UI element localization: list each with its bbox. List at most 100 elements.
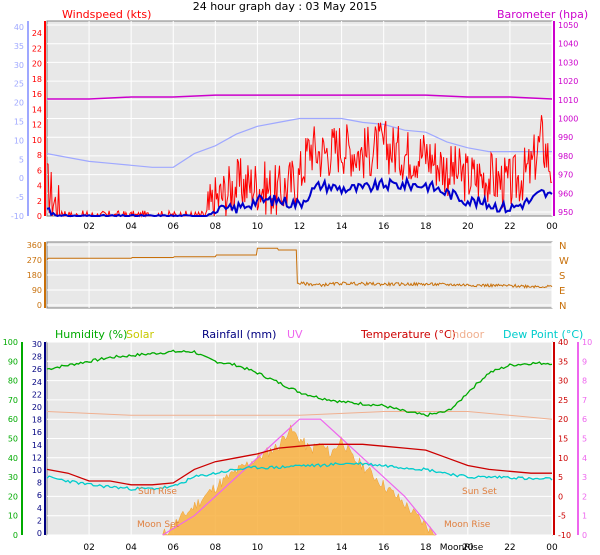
compass-label: E [559, 286, 565, 297]
x-tick-label: 08 [210, 222, 222, 232]
temp-humidity-panel: Humidity (%) Solar Rainfall (mm) UV Temp… [3, 328, 592, 553]
rain-tick: 0 [37, 529, 42, 538]
x-tick-label: 06 [168, 543, 180, 553]
indoor-label: Indoor [449, 328, 485, 341]
uv-line [162, 418, 437, 536]
wind-inner-tick: 4 [37, 182, 42, 191]
rain-tick: 12 [32, 453, 42, 462]
rain-tick: 6 [37, 491, 42, 500]
temp-tick: 30 [558, 377, 568, 386]
uv-label: UV [287, 328, 303, 341]
wind-inner-tick: 10 [32, 136, 42, 145]
chart-title: 24 hour graph day : 03 May 2015 [193, 0, 378, 13]
wind-inner-tick: 24 [32, 29, 42, 38]
uv-tick: 6 [582, 415, 587, 424]
windspeed-line [46, 115, 553, 218]
solar-label: Solar [126, 328, 155, 341]
humidity-tick: 90 [8, 357, 18, 366]
x-tick-label: 02 [83, 543, 94, 553]
baro-tick: 950 [558, 208, 573, 217]
humidity-tick: 60 [8, 415, 18, 424]
moon-rise-annotation: Moon Rise [444, 520, 491, 530]
x-tick-label: 20 [462, 222, 474, 232]
temp-tick: 15 [558, 435, 568, 444]
indoor-line [46, 411, 553, 420]
humidity-tick: 10 [8, 512, 18, 521]
wind-outer-tick: 15 [14, 118, 24, 127]
temperature-label: Temperature (°C) [360, 328, 456, 341]
wind-inner-tick: 14 [32, 105, 42, 114]
compass-label: W [559, 256, 569, 267]
rain-tick: 4 [37, 504, 42, 513]
baro-tick: 1000 [558, 115, 578, 124]
baro-tick: 980 [558, 152, 573, 161]
humidity-tick: 50 [8, 435, 18, 444]
wind-outer-tick: 0 [19, 174, 24, 183]
x-tick-label: 12 [294, 543, 305, 553]
x-tick-label: 04 [125, 543, 137, 553]
wind-baro-panel: Windspeed (kts) Barometer (hpa) 02 04 06 08… [11, 8, 588, 232]
x-tick-label: 20 [462, 543, 474, 553]
rain-tick: 26 [32, 365, 42, 374]
uv-tick: 5 [582, 435, 587, 444]
wind-inner-tick: 22 [32, 44, 42, 53]
windspeed-axis-title: Windspeed (kts) [62, 8, 151, 21]
wind-direction-grid [47, 242, 553, 308]
rain-tick: 14 [32, 441, 42, 450]
rain-tick: 2 [37, 516, 42, 525]
x-tick-label: 04 [125, 222, 137, 232]
humidity-tick: 20 [8, 492, 18, 501]
wind-inner-tick: 0 [37, 212, 42, 221]
humidity-tick: 100 [3, 338, 18, 347]
rain-tick: 20 [32, 403, 42, 412]
wind-baro-ticks: 02 04 06 08 10 12 14 16 18 20 22 004035302520151050… [11, 21, 578, 232]
moonrise-axis-label: MoonRise [440, 543, 484, 553]
wdir-tick: 180 [27, 271, 42, 280]
baro-tick: 1030 [558, 58, 578, 67]
wind-inner-tick: 20 [32, 60, 42, 69]
wind-baro-series [46, 94, 553, 218]
compass-label: N [559, 301, 566, 312]
temp-tick: 10 [558, 454, 568, 463]
wind-outer-tick: 30 [14, 61, 24, 70]
wind-inner-tick: 18 [32, 75, 42, 84]
x-tick-label: 22 [504, 543, 515, 553]
uv-tick: 9 [582, 357, 587, 366]
wind-inner-tick: 8 [37, 151, 42, 160]
baro-tick: 1050 [558, 21, 578, 30]
uv-tick: 2 [582, 492, 587, 501]
temp-tick: 5 [558, 473, 563, 482]
rain-tick: 10 [32, 466, 42, 475]
dewpoint-label: Dew Point (°C) [503, 328, 583, 341]
wind-outer-tick: 40 [14, 23, 24, 32]
temp-tick: -10 [558, 531, 571, 540]
wind-inner-tick: 12 [32, 121, 42, 130]
temp-humidity-series [46, 349, 553, 536]
x-tick-label: 10 [252, 543, 264, 553]
baro-tick: 960 [558, 189, 573, 198]
rainfall-label: Rainfall (mm) [202, 328, 276, 341]
humidity-tick: 0 [13, 531, 18, 540]
x-tick-label: 06 [168, 222, 180, 232]
wdir-tick: 0 [37, 301, 42, 310]
baro-tick: 1010 [558, 96, 578, 105]
humidity-tick: 40 [8, 454, 18, 463]
solar-area [162, 424, 436, 536]
astro-annotations: Sun Rise Sun Set Moon Set Moon Rise [137, 487, 497, 530]
wdir-tick: 270 [27, 256, 42, 265]
wind-outer-tick: 10 [14, 136, 24, 145]
wind-inner-tick: 6 [37, 166, 42, 175]
temp-tick: 25 [558, 396, 568, 405]
x-tick-label: 02 [83, 222, 94, 232]
temperature-line [46, 443, 552, 486]
barometer-line [47, 94, 553, 100]
wdir-tick: 90 [32, 286, 42, 295]
rain-tick: 28 [32, 353, 42, 362]
x-tick-label: 08 [210, 543, 222, 553]
temp-tick: 40 [558, 338, 568, 347]
x-tick-label: 10 [252, 222, 264, 232]
barometer-trace-line [46, 117, 552, 168]
rain-tick: 30 [32, 340, 42, 349]
